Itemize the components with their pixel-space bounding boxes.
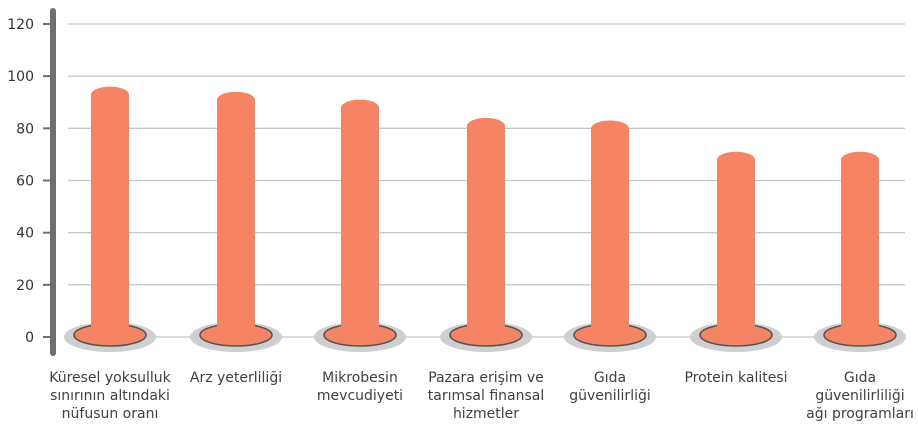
category-labels: Küresel yoksulluk sınırının altındaki nüfu… [49, 370, 914, 422]
category-label: Küresel yoksulluk sınırının altındaki nüfu… [49, 370, 171, 422]
y-tick-label: 60 [16, 174, 34, 190]
category-label: Gıda güvenilirliliği ağı programları [806, 370, 914, 422]
bar-body [91, 96, 129, 335]
bar-body [717, 161, 755, 335]
y-tick-label: 0 [25, 330, 34, 346]
bar-body [841, 161, 879, 335]
y-tick-label: 100 [7, 69, 34, 85]
category-label: Gıda güvenilirliği [569, 370, 651, 404]
bar-body [217, 101, 255, 335]
category-label: Mikrobesin mevcudiyeti [317, 370, 403, 404]
y-tick-labels: 0 20 40 60 80 100 120 [7, 17, 34, 346]
bars [91, 86, 879, 336]
y-tick-label: 120 [7, 17, 34, 33]
bar-body [591, 130, 629, 335]
bar-body [467, 127, 505, 336]
y-tick-label: 40 [16, 226, 34, 242]
y-tick-label: 20 [16, 278, 34, 294]
category-label: Protein kalitesi [684, 370, 787, 386]
bar-body [341, 109, 379, 336]
y-tick-label: 80 [16, 121, 34, 137]
category-label: Pazara erişim ve tarımsal finansal hizmetl… [428, 370, 544, 422]
y-axis [50, 8, 56, 356]
category-label: Arz yeterliliği [190, 370, 282, 386]
